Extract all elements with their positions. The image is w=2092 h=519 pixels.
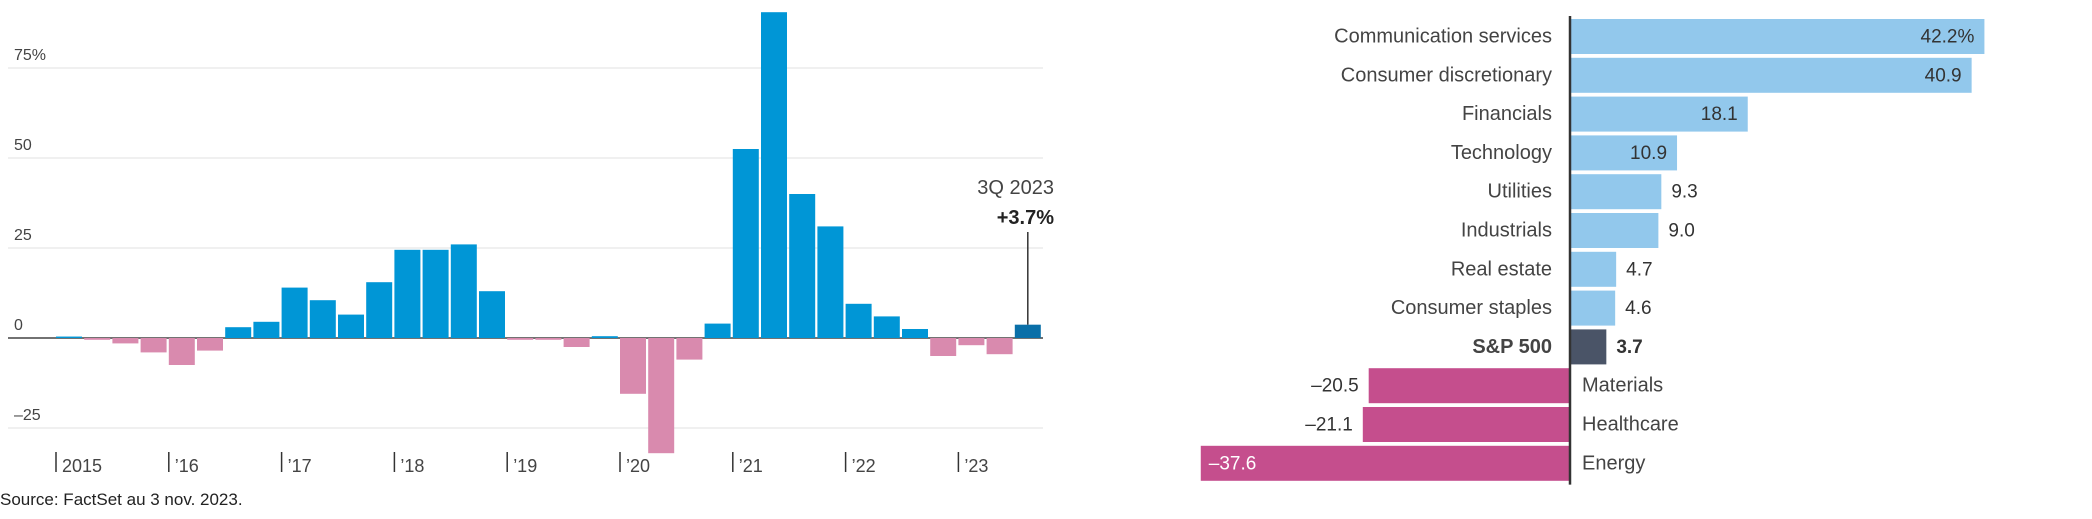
sector-bar (1362, 407, 1570, 442)
value-label: 9.0 (1668, 221, 1694, 242)
quarter-bar (394, 249, 421, 338)
annotation-value: +3.7% (997, 207, 1054, 229)
quarter-bar (84, 338, 111, 340)
value-label: 10.9 (1630, 143, 1667, 164)
value-label: 18.1 (1701, 104, 1738, 125)
sector-bar (1570, 135, 1678, 171)
sector-label: Consumer staples (1391, 297, 1552, 319)
quarter-bar (873, 316, 900, 338)
quarter-bar (1014, 324, 1041, 338)
quarter-bar (845, 303, 872, 338)
quarter-bar (112, 338, 139, 344)
quarter-bar (930, 338, 957, 356)
y-tick-label: 0 (14, 317, 23, 334)
value-label: –21.1 (1305, 415, 1353, 436)
x-year-label: ’23 (964, 456, 988, 476)
quarter-bar (676, 338, 703, 360)
sector-label: Communication services (1334, 26, 1552, 48)
sector-label: Energy (1582, 452, 1645, 474)
value-label: 4.7 (1626, 259, 1652, 280)
quarter-bar (168, 338, 195, 365)
quarter-bar (817, 226, 844, 338)
sector-bar-chart: Communication services 42.2% Consumer disc… (1200, 16, 1985, 485)
annotation-period: 3Q 2023 (977, 177, 1054, 199)
quarter-bar (986, 338, 1013, 355)
quarter-bar (281, 287, 308, 338)
x-year-label: ’19 (513, 456, 537, 476)
x-year-label: ’21 (739, 456, 763, 476)
value-label: 4.6 (1625, 298, 1651, 319)
sp500-label: S&P 500 (1472, 336, 1552, 358)
quarter-bar (789, 194, 816, 338)
source-note: Source: FactSet au 3 nov. 2023. (0, 490, 243, 509)
sector-bar (1200, 445, 1570, 481)
x-year-label: ’16 (175, 456, 199, 476)
sector-bar (1570, 251, 1617, 287)
sector-bar (1570, 290, 1616, 326)
sp500-bar (1570, 329, 1607, 365)
quarter-bar (366, 282, 393, 338)
y-tick-label: –25 (14, 407, 41, 424)
sector-label: Healthcare (1582, 414, 1679, 436)
quarter-bar (761, 12, 787, 338)
quarter-bar (563, 338, 590, 347)
quarter-bar (338, 314, 364, 338)
quarter-bar (450, 244, 477, 338)
sector-bar (1368, 368, 1570, 404)
y-tick-label: 25 (14, 227, 32, 244)
x-year-label: ’18 (400, 456, 424, 476)
quarter-bar (732, 149, 759, 338)
sector-bar (1570, 19, 1985, 54)
quarter-bar (56, 336, 82, 338)
y-tick-label: 50 (14, 137, 32, 154)
sector-label: Industrials (1461, 220, 1552, 242)
quarter-bar (535, 338, 562, 340)
quarter-bar (958, 338, 985, 346)
sector-label: Financials (1462, 103, 1552, 125)
sector-bar (1570, 96, 1748, 132)
value-label: 42.2% (1921, 27, 1975, 48)
quarter-bar (140, 338, 167, 353)
sector-label: Utilities (1488, 181, 1552, 203)
quarter-bar (648, 338, 675, 454)
sector-label: Materials (1582, 375, 1663, 397)
quarter-bar (479, 291, 505, 338)
y-tick-label: 75% (14, 47, 46, 64)
x-year-label: 2015 (62, 456, 102, 476)
value-label: 9.3 (1671, 182, 1697, 203)
value-label: 40.9 (1925, 65, 1962, 86)
quarterly-bar-chart: –25 0 25 50 75% 3Q 2023 +3.7% 2015 ’16 ’17 ’18 ’19 ’… (8, 12, 1054, 476)
quarter-bar (902, 329, 928, 338)
sector-label: Real estate (1451, 258, 1552, 280)
x-year-label: ’17 (288, 456, 312, 476)
sector-bar (1570, 174, 1662, 210)
quarter-bar (591, 336, 618, 338)
quarter-bar (225, 327, 252, 338)
quarter-bar (620, 338, 646, 394)
quarter-bar (309, 300, 336, 338)
value-label: –37.6 (1209, 453, 1257, 474)
sector-label: Technology (1451, 142, 1552, 164)
quarter-bar (253, 321, 280, 338)
value-label: 3.7 (1616, 337, 1642, 358)
sector-bar (1570, 213, 1659, 248)
quarter-bar (197, 338, 223, 351)
x-year-label: ’22 (852, 456, 876, 476)
x-year-label: ’20 (626, 456, 650, 476)
sector-label: Consumer discretionary (1341, 64, 1552, 86)
quarter-bar (507, 338, 534, 340)
value-label: –20.5 (1311, 376, 1359, 397)
sector-bar (1570, 57, 1972, 93)
quarter-bar (422, 249, 449, 338)
quarter-bar (704, 323, 731, 338)
